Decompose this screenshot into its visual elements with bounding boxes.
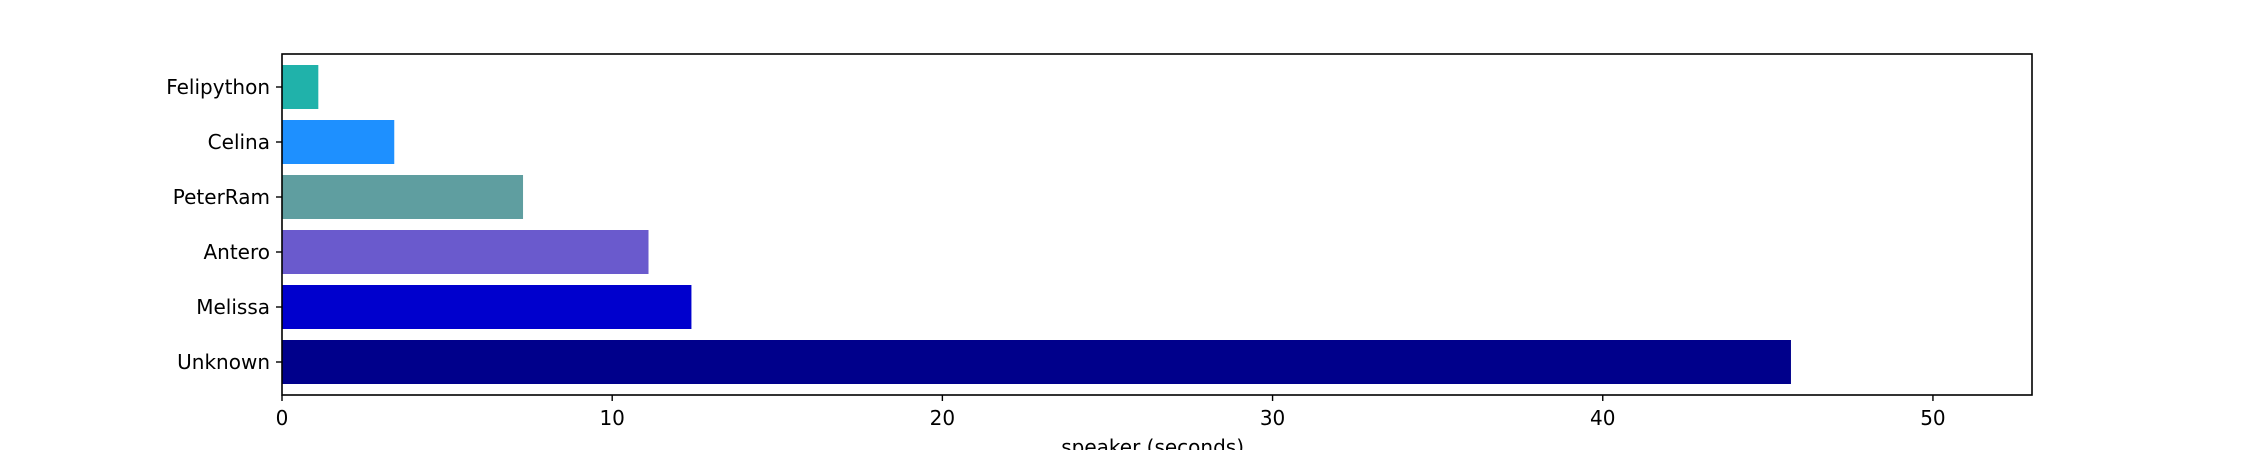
bar-antero <box>282 230 649 274</box>
bars-layer <box>282 65 1791 384</box>
x-tick-label: 10 <box>599 406 624 430</box>
x-axis-ticks: 0 10 20 30 40 50 <box>276 395 1946 430</box>
y-tick-label-melissa: Melissa <box>196 295 270 319</box>
bar-melissa <box>282 285 692 329</box>
x-tick-label: 30 <box>1260 406 1285 430</box>
y-tick-label-unknown: Unknown <box>177 350 270 374</box>
y-tick-label-celina: Celina <box>208 130 270 154</box>
x-tick-label: 20 <box>930 406 955 430</box>
y-tick-label-felipython: Felipython <box>166 75 270 99</box>
y-axis-ticks: Unknown Melissa Antero PeterRam Celina Felipy… <box>166 75 282 374</box>
x-axis-label: speaker (seconds) <box>1061 435 1244 450</box>
y-tick-label-antero: Antero <box>203 240 270 264</box>
y-tick-label-peterram: PeterRam <box>173 185 270 209</box>
bar-unknown <box>282 340 1791 384</box>
bar-peterram <box>282 175 524 219</box>
x-tick-label: 40 <box>1590 406 1615 430</box>
bar-felipython <box>282 65 319 109</box>
plot-frame <box>281 53 2033 396</box>
x-tick-label: 0 <box>276 406 289 430</box>
bar-celina <box>282 120 395 164</box>
x-tick-label: 50 <box>1920 406 1945 430</box>
